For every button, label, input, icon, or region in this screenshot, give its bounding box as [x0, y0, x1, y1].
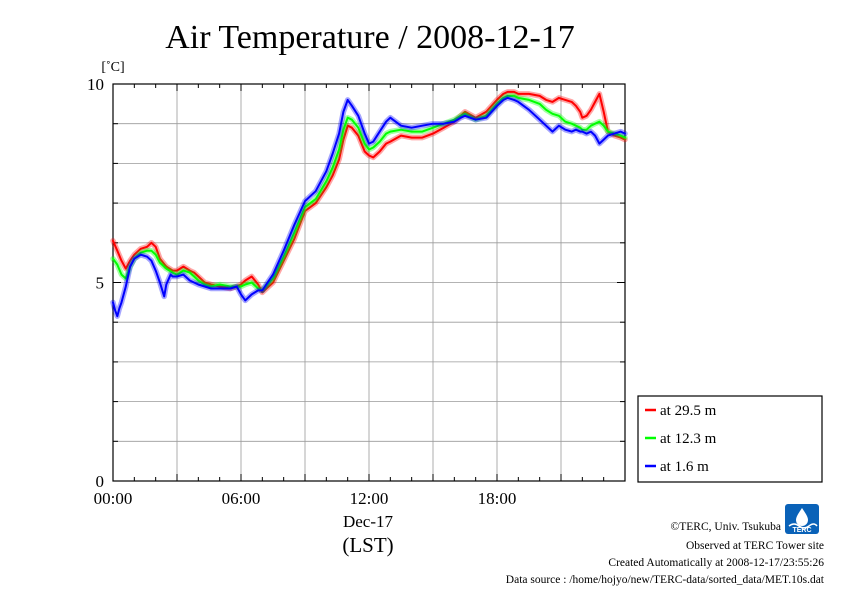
logo-text: TERC	[792, 527, 811, 534]
series-line-2	[110, 93, 628, 294]
legend-label: at 12.3 m	[660, 431, 717, 447]
credit-created: Created Automatically at 2008-12-17/23:5…	[608, 557, 824, 569]
legend-box	[637, 395, 823, 483]
legend-item: at 12.3 m	[645, 431, 717, 447]
series-core	[112, 90, 626, 294]
legend-label: at 29.5 m	[660, 403, 717, 419]
y-axis-unit-label: [˚C]	[101, 60, 124, 75]
series-lines	[110, 89, 628, 319]
series-core	[112, 96, 626, 318]
credit-source: Data source : /home/hojyo/new/TERC-data/…	[506, 574, 825, 586]
series-line-3	[110, 95, 628, 319]
legend-label: at 1.6 m	[660, 459, 709, 475]
x-tick-label: 00:00	[94, 489, 133, 508]
x-tick-label: 12:00	[350, 489, 389, 508]
grid-lines	[113, 84, 625, 481]
legend-item: at 1.6 m	[645, 459, 709, 475]
logo-drop-shape	[796, 508, 808, 526]
legend-item: at 29.5 m	[645, 403, 717, 419]
axis-ticks	[112, 83, 626, 482]
y-tick-label: 5	[96, 274, 105, 293]
x-axis-date-label: Dec-17	[343, 512, 394, 531]
x-tick-label: 18:00	[478, 489, 517, 508]
chart-title: Air Temperature / 2008-12-17	[165, 19, 575, 56]
y-tick-labels: 0 5 10	[87, 75, 104, 491]
legend: at 29.5 m at 12.3 m at 1.6 m	[637, 395, 823, 483]
credit-site: Observed at TERC Tower site	[686, 540, 824, 552]
x-tick-label: 06:00	[222, 489, 261, 508]
x-tick-labels: 00:00 06:00 12:00 18:00	[94, 489, 517, 508]
series-core	[112, 94, 626, 292]
logo-wave-shape	[788, 523, 818, 529]
y-tick-label: 0	[96, 472, 105, 491]
terc-logo: TERC	[785, 504, 819, 534]
credit-copyright: ©TERC, Univ. Tsukuba	[671, 521, 781, 533]
series-line-1	[110, 89, 628, 296]
x-axis-unit-label: (LST)	[342, 533, 393, 557]
y-tick-label: 10	[87, 75, 104, 94]
